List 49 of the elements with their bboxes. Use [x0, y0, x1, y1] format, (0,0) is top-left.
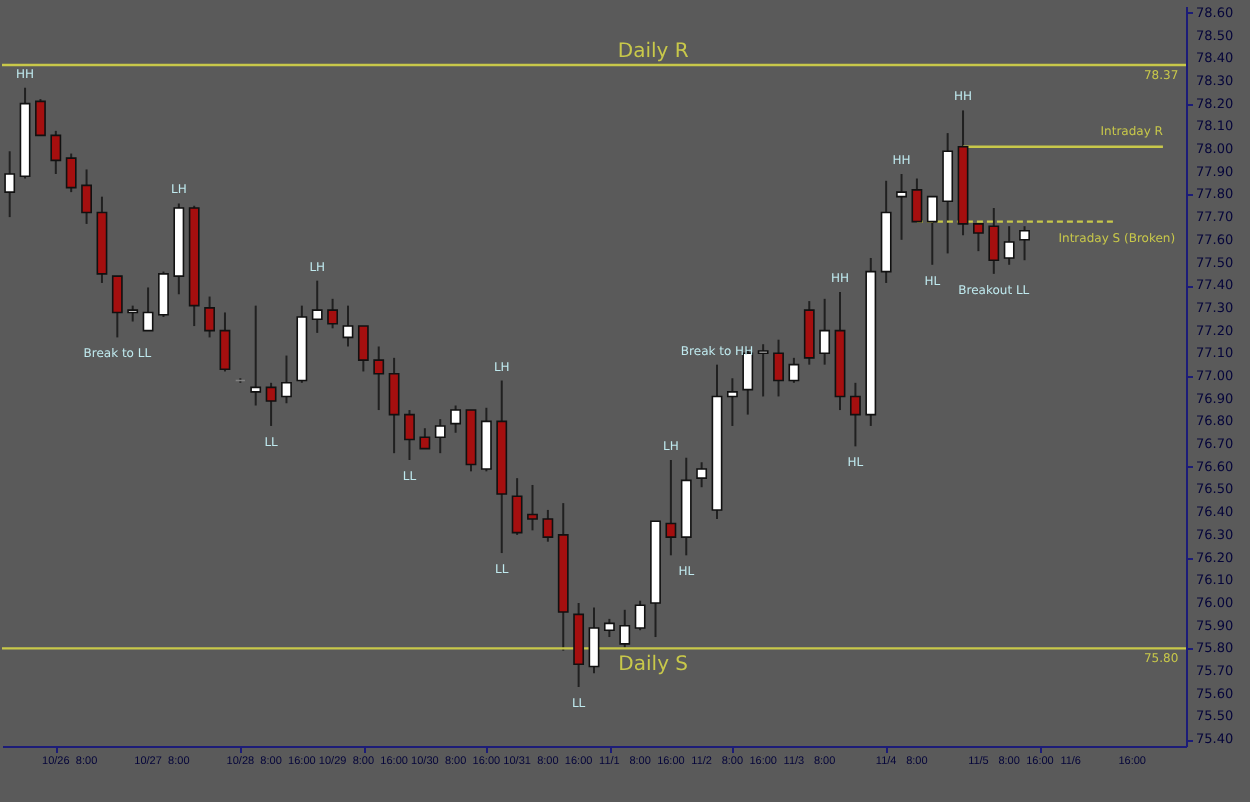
candlestick [4, 150, 16, 219]
candlestick [373, 345, 385, 412]
candlestick [204, 295, 215, 339]
candlestick [434, 418, 446, 455]
candlestick [849, 381, 861, 448]
candlestick [281, 354, 292, 405]
candlestick [388, 356, 400, 455]
candlestick [603, 617, 615, 639]
candlestick [619, 608, 631, 650]
candlestick [542, 508, 554, 543]
candlestick [803, 300, 815, 366]
candlestick [511, 477, 523, 536]
candlestick [327, 297, 339, 330]
ref-line-label: Daily S [618, 654, 689, 677]
ref-line-label: Daily R [617, 41, 689, 64]
candlestick [896, 172, 907, 241]
candlestick [35, 98, 46, 137]
candlestick [819, 297, 831, 366]
candlestick [419, 427, 431, 450]
candlestick [219, 311, 231, 373]
candlestick [480, 406, 492, 473]
candlestick [788, 356, 800, 384]
candlestick [527, 483, 538, 532]
candlestick [757, 343, 769, 398]
candlestick [588, 606, 600, 675]
candlestick [696, 461, 708, 489]
candlestick [342, 304, 354, 348]
candlestick [111, 275, 123, 339]
candlestick [81, 168, 92, 225]
candlestick [926, 195, 938, 266]
candlestick [911, 177, 923, 223]
candlestick [634, 599, 646, 632]
candlestick [142, 286, 154, 332]
candlestick [311, 279, 323, 334]
candlestick [450, 404, 462, 434]
candlestick [773, 338, 784, 398]
candlestick [726, 377, 738, 427]
candlestick [988, 207, 1000, 275]
candlestick [1019, 225, 1030, 262]
candlestick [65, 152, 77, 194]
candlestick [250, 304, 262, 407]
candlestick [357, 325, 369, 373]
candlestick [665, 458, 677, 557]
candlestick [973, 222, 984, 253]
candlestick [265, 381, 277, 427]
candlestick [50, 129, 62, 175]
candlestick [158, 270, 169, 318]
candlestick [404, 409, 415, 461]
candlestick [1003, 225, 1015, 266]
